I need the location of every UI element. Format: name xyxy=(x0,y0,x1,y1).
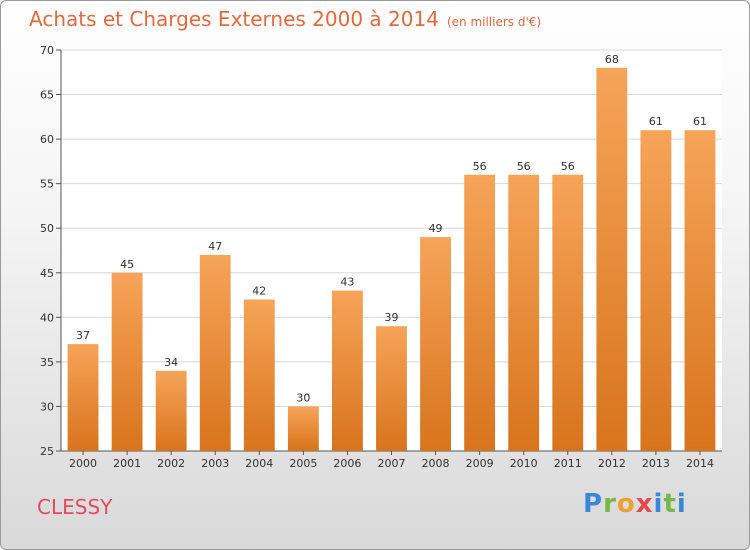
x-tick-label: 2006 xyxy=(333,457,361,470)
bar xyxy=(199,254,231,451)
x-tick-label: 2010 xyxy=(510,457,538,470)
bar xyxy=(684,130,716,451)
bar-value-label: 56 xyxy=(473,160,487,173)
bar xyxy=(640,130,672,451)
y-tick-label: 45 xyxy=(40,267,54,280)
chart-title-text: Achats et Charges Externes 2000 à 2014 xyxy=(29,7,439,31)
y-tick-label: 35 xyxy=(40,356,54,369)
proxiti-logo: Proxiti xyxy=(583,489,687,519)
bar-value-label: 39 xyxy=(385,311,399,324)
bar-value-label: 47 xyxy=(208,240,222,253)
bar xyxy=(596,67,628,452)
bar xyxy=(67,344,99,451)
x-tick-label: 2000 xyxy=(69,457,97,470)
bar-value-label: 56 xyxy=(517,160,531,173)
bar xyxy=(552,174,584,451)
x-tick-label: 2008 xyxy=(422,457,450,470)
city-name: CLESSY xyxy=(37,495,113,519)
x-tick-label: 2005 xyxy=(289,457,317,470)
bar xyxy=(243,299,275,451)
bar xyxy=(111,272,143,451)
x-tick-label: 2013 xyxy=(642,457,670,470)
bar-value-label: 34 xyxy=(164,356,178,369)
bar xyxy=(376,326,407,451)
y-tick-label: 60 xyxy=(40,133,54,146)
bar xyxy=(155,370,187,451)
bar-value-label: 49 xyxy=(429,222,443,235)
bar-value-label: 37 xyxy=(76,329,90,342)
bar xyxy=(420,237,451,451)
y-tick-label: 50 xyxy=(40,222,54,235)
y-tick-label: 30 xyxy=(40,400,54,413)
y-tick-label: 65 xyxy=(40,89,54,102)
bar-value-label: 56 xyxy=(561,160,575,173)
y-tick-label: 55 xyxy=(40,178,54,191)
y-tick-label: 25 xyxy=(40,445,54,458)
x-tick-label: 2014 xyxy=(686,457,714,470)
bar-value-label: 68 xyxy=(605,53,619,66)
bar-value-label: 61 xyxy=(693,115,707,128)
chart-title: Achats et Charges Externes 2000 à 2014 (e… xyxy=(29,7,541,31)
bar-value-label: 30 xyxy=(296,391,310,404)
x-tick-label: 2001 xyxy=(113,457,141,470)
y-tick-label: 70 xyxy=(40,44,54,57)
x-tick-label: 2011 xyxy=(554,457,582,470)
bar xyxy=(508,174,540,451)
bar xyxy=(464,174,496,451)
x-tick-label: 2003 xyxy=(201,457,229,470)
x-tick-label: 2007 xyxy=(378,457,406,470)
y-tick-label: 40 xyxy=(40,311,54,324)
bar-value-label: 42 xyxy=(252,285,266,298)
bar-value-label: 43 xyxy=(340,276,354,289)
bar xyxy=(287,406,319,451)
bar-value-label: 45 xyxy=(120,258,134,271)
bar xyxy=(332,290,363,451)
x-tick-label: 2004 xyxy=(245,457,273,470)
x-tick-label: 2009 xyxy=(466,457,494,470)
bar-value-label: 61 xyxy=(649,115,663,128)
chart-unit: (en milliers d'€) xyxy=(446,15,542,29)
x-tick-label: 2012 xyxy=(598,457,626,470)
x-tick-label: 2002 xyxy=(157,457,185,470)
